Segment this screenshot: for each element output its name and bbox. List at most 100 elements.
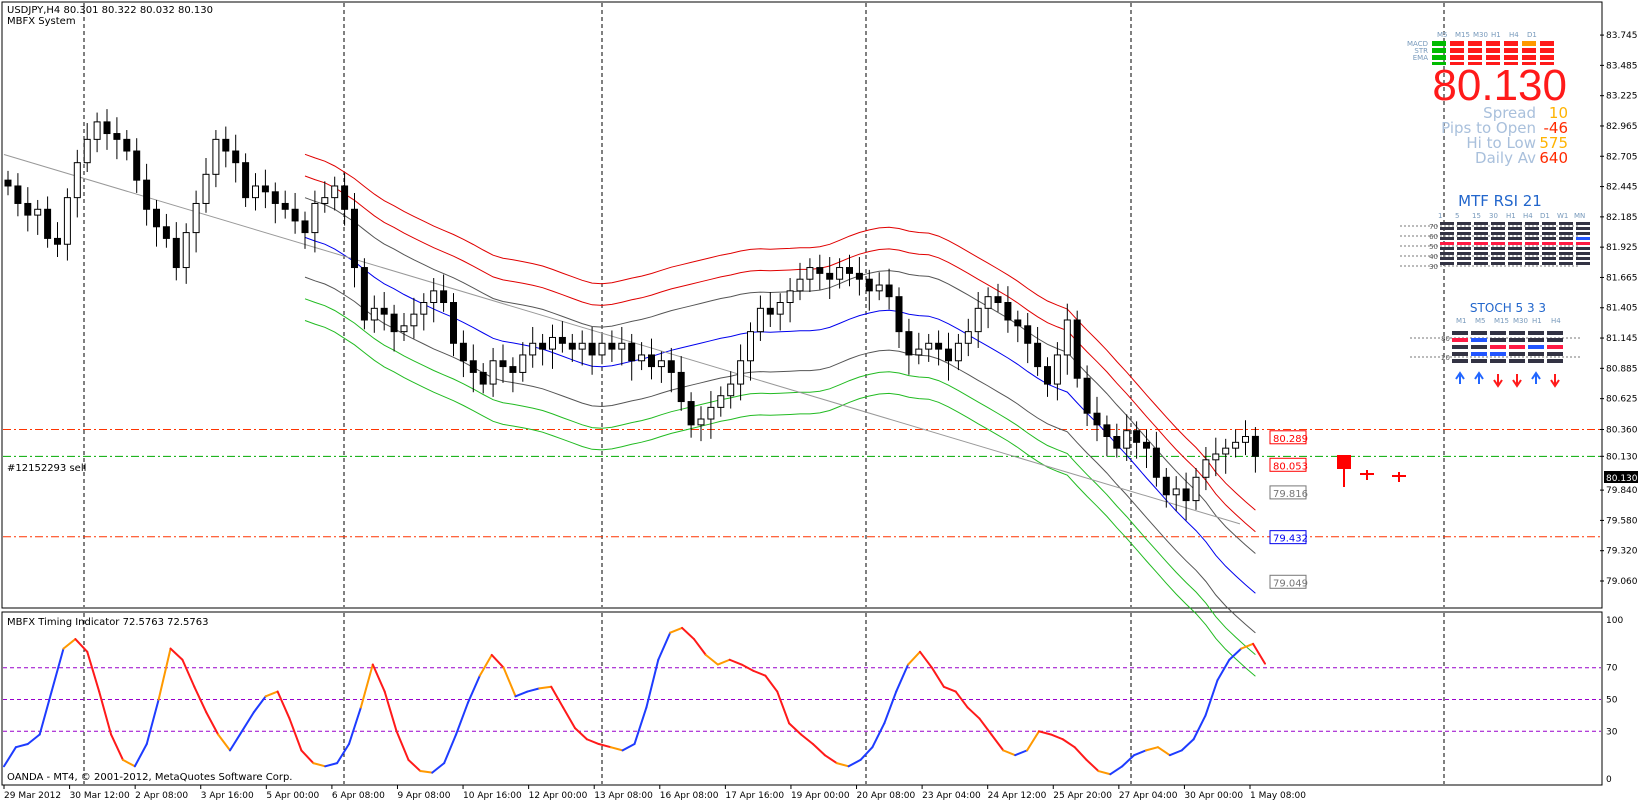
stoch-cell [1528, 345, 1544, 349]
main-chart-panel[interactable] [1, 1, 1603, 609]
rsi-cell [1559, 247, 1573, 250]
signal-cell [1432, 48, 1446, 53]
candle-body [549, 336, 556, 350]
stoch-level-label: 80 [1441, 335, 1450, 343]
candle-body [1063, 319, 1071, 356]
signal-cell [1540, 62, 1554, 65]
rsi-cell [1474, 257, 1488, 260]
stat-label: Daily Av [1475, 149, 1536, 167]
candle-body [281, 202, 289, 210]
rsi-cell [1559, 222, 1573, 225]
rsi-cell [1440, 257, 1454, 260]
timing-segment [871, 722, 886, 749]
candle-body [529, 342, 537, 356]
rsi-cell [1542, 242, 1556, 245]
signal-cell [1432, 41, 1446, 46]
candle-body [717, 395, 725, 408]
timing-segment [645, 658, 660, 709]
rsi-level-label: 30 [1429, 263, 1438, 271]
timing-segment [704, 653, 719, 666]
timing-segment [716, 658, 731, 666]
timing-segment [1002, 749, 1017, 757]
candle-body [1251, 435, 1259, 457]
candle-body [1202, 459, 1210, 478]
candle-body [1232, 441, 1240, 449]
stoch-cell [1471, 338, 1487, 342]
timeframe-label: H4 [1509, 31, 1519, 39]
timing-segment [1192, 714, 1207, 741]
stoch-cell [1490, 359, 1506, 363]
rsi-level-label: 50 [1429, 243, 1438, 251]
candle-body [747, 331, 754, 362]
signal-cell [1522, 55, 1536, 60]
timing-tick-label: 70 [1606, 664, 1618, 674]
candle-body [113, 133, 121, 140]
timing-segment [990, 733, 1005, 752]
timing-segment [966, 706, 981, 720]
rsi-cell [1474, 262, 1488, 265]
timing-segment [1097, 770, 1112, 776]
candle-body [351, 208, 358, 269]
timing-segment [1133, 749, 1148, 757]
rsi-cell [1525, 247, 1539, 250]
timing-segment [276, 690, 291, 720]
candle-body [994, 296, 1002, 304]
candle-body [1172, 488, 1180, 496]
rsi-cell [1440, 262, 1454, 265]
envelope-band [304, 320, 1256, 677]
stoch-cell [1452, 331, 1468, 335]
rsi-cell [1559, 237, 1573, 240]
rsi-cell [1576, 222, 1590, 225]
time-tick-label: 27 Apr 04:00 [1119, 791, 1178, 801]
level-label-text: 79.432 [1273, 534, 1308, 545]
price-tick-label: 79.060 [1606, 577, 1638, 587]
rsi-cell [1576, 227, 1590, 230]
level-label-box [1269, 457, 1307, 472]
signal-cell [1468, 41, 1482, 46]
candle-body [54, 237, 61, 245]
candle-body [816, 267, 824, 274]
order-label[interactable]: #12152293 sell [7, 463, 86, 474]
timing-segment [383, 690, 398, 733]
envelope-band [304, 298, 1256, 655]
stoch-widget: STOCH 5 3 3 M1 M5 M15 M30 H1 H4 80 20 [1410, 301, 1580, 388]
stoch-cell [1490, 331, 1506, 335]
level-label-text: 79.049 [1273, 578, 1308, 589]
candle-body [1083, 377, 1091, 414]
time-tick-label: 10 Apr 16:00 [463, 791, 522, 801]
candle-body [935, 342, 943, 350]
candle-body [212, 138, 220, 175]
candle-body [648, 354, 655, 368]
level-label-text: 79.816 [1273, 489, 1308, 500]
candle-body [489, 360, 497, 385]
timing-tick-label: 50 [1606, 696, 1618, 706]
copyright-text: OANDA - MT4, © 2001-2012, MetaQuotes Sof… [7, 772, 292, 783]
timing-indicator-panel[interactable] [1, 611, 1603, 786]
time-tick-label: 2 Apr 08:00 [135, 791, 188, 801]
rsi-cell [1576, 247, 1590, 250]
price-tick-label: 79.840 [1606, 486, 1638, 496]
candle-body [727, 383, 735, 397]
candle-body [261, 185, 269, 193]
timing-indicator-line [3, 626, 1601, 776]
envelope-band [304, 175, 1256, 533]
signal-cell [1504, 41, 1518, 46]
rsi-cell [1474, 237, 1488, 240]
candle-body [1143, 441, 1150, 449]
candle-body [301, 220, 309, 234]
candle-body [1242, 436, 1249, 443]
stoch-cell [1490, 345, 1506, 349]
rsi-cell [1457, 252, 1471, 255]
timing-segment [681, 626, 695, 641]
candle-body [855, 272, 863, 280]
timing-segment [609, 746, 624, 752]
timing-segment [942, 685, 957, 693]
time-tick-label: 17 Apr 16:00 [725, 791, 784, 801]
candle-body [885, 284, 893, 298]
rsi-cell [1474, 227, 1488, 230]
stat-value: -46 [1544, 119, 1569, 137]
rsi-cell [1508, 262, 1522, 265]
candle-body [459, 342, 467, 362]
